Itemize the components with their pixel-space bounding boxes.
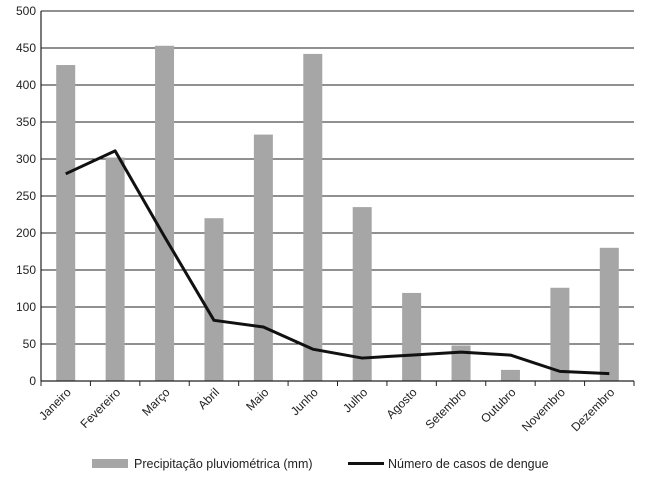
x-tick-label: Agosto (383, 385, 420, 422)
y-tick-label: 500 (16, 4, 36, 18)
precipitation-bar (155, 45, 175, 381)
y-tick-label: 350 (16, 115, 36, 129)
x-tick-label: Fevereiro (78, 385, 124, 431)
x-tick-label: Maio (243, 385, 272, 414)
dengue-cases-line (65, 149, 610, 376)
y-tick-label: 400 (16, 78, 36, 92)
legend-label-precipitation: Precipitação pluviométrica (mm) (134, 457, 313, 471)
x-tick-label: Abril (195, 385, 222, 412)
precipitation-bar (402, 292, 422, 381)
x-tick-label: Julho (340, 385, 370, 415)
precipitation-bar (105, 157, 125, 381)
legend-label-dengue: Número de casos de dengue (388, 457, 549, 471)
x-tick-label: Junho (288, 385, 321, 418)
precipitation-bars (56, 45, 619, 382)
precipitation-bar (550, 287, 570, 381)
x-tick-labels: Janeiro Fevereiro Março Abril Maio Junho Julho… (36, 381, 635, 434)
precipitation-bar (253, 134, 273, 381)
precipitation-bar (500, 369, 520, 381)
y-tick-labels: 0 50 100 150 200 250 300 350 400 450 500 (16, 4, 36, 388)
x-tick-label: Novembro (519, 385, 568, 434)
precipitation-bar (56, 65, 76, 382)
x-tick-label: Janeiro (36, 385, 74, 423)
x-tick-label: Outubro (478, 385, 519, 426)
y-tick-label: 300 (16, 152, 36, 166)
legend: Precipitação pluviométrica (mm) Número d… (92, 457, 549, 471)
precipitation-bar (451, 345, 471, 381)
x-tick-label: Março (139, 385, 173, 419)
y-tick-label: 450 (16, 41, 36, 55)
precipitation-bar (303, 53, 323, 382)
x-tick-label: Setembro (422, 385, 469, 432)
precipitation-bar (599, 247, 619, 381)
y-tick-label: 50 (23, 337, 37, 351)
precipitation-bar (204, 218, 224, 381)
y-tick-label: 0 (29, 374, 36, 388)
legend-swatch-precipitation (92, 459, 128, 468)
grid-lines (41, 10, 634, 345)
precipitation-bar (352, 207, 372, 381)
y-tick-label: 150 (16, 263, 36, 277)
y-tick-label: 250 (16, 189, 36, 203)
x-tick-label: Dezembro (568, 385, 617, 434)
y-tick-label: 200 (16, 226, 36, 240)
y-tick-label: 100 (16, 300, 36, 314)
